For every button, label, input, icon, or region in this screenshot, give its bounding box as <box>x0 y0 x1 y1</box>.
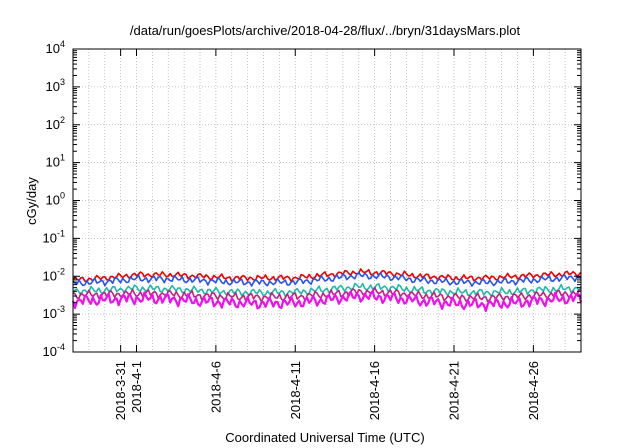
y-tick-label: 10-2 <box>43 266 65 283</box>
x-tick-label: 2018-4-21 <box>447 361 462 420</box>
tick-labels: 10-4 10-3 10-2 10-1 100 101 102 103 104 2018-3-31… <box>43 39 541 420</box>
y-tick-label: 100 <box>46 191 65 208</box>
x-tick-label: 2018-4-1 <box>129 361 144 413</box>
chart-title: /data/run/goesPlots/archive/2018-04-28/f… <box>130 23 521 38</box>
y-tick-label: 102 <box>46 115 65 132</box>
y-tick-label: 101 <box>46 153 65 170</box>
y-tick-label: 10-3 <box>43 304 65 321</box>
x-tick-label: 2018-4-6 <box>208 361 223 413</box>
x-tick-label: 2018-4-16 <box>367 361 382 420</box>
series-group <box>71 268 583 312</box>
y-tick-label: 103 <box>46 77 65 94</box>
x-tick-label: 2018-3-31 <box>113 361 128 420</box>
x-tick-label: 2018-4-11 <box>288 361 303 419</box>
y-axis-label: cGy/day <box>24 177 39 225</box>
y-tick-label: 104 <box>46 39 65 56</box>
series-line-1 <box>72 268 582 283</box>
y-tick-label: 10-4 <box>43 342 65 359</box>
ticks <box>73 48 581 353</box>
series-line-5 <box>71 290 583 312</box>
y-tick-label: 10-1 <box>43 228 65 245</box>
series-line-3 <box>72 282 582 298</box>
x-axis-label: Coordinated Universal Time (UTC) <box>225 430 424 445</box>
series-line-2 <box>72 271 582 287</box>
grid <box>73 49 581 352</box>
x-tick-label: 2018-4-26 <box>526 361 541 420</box>
